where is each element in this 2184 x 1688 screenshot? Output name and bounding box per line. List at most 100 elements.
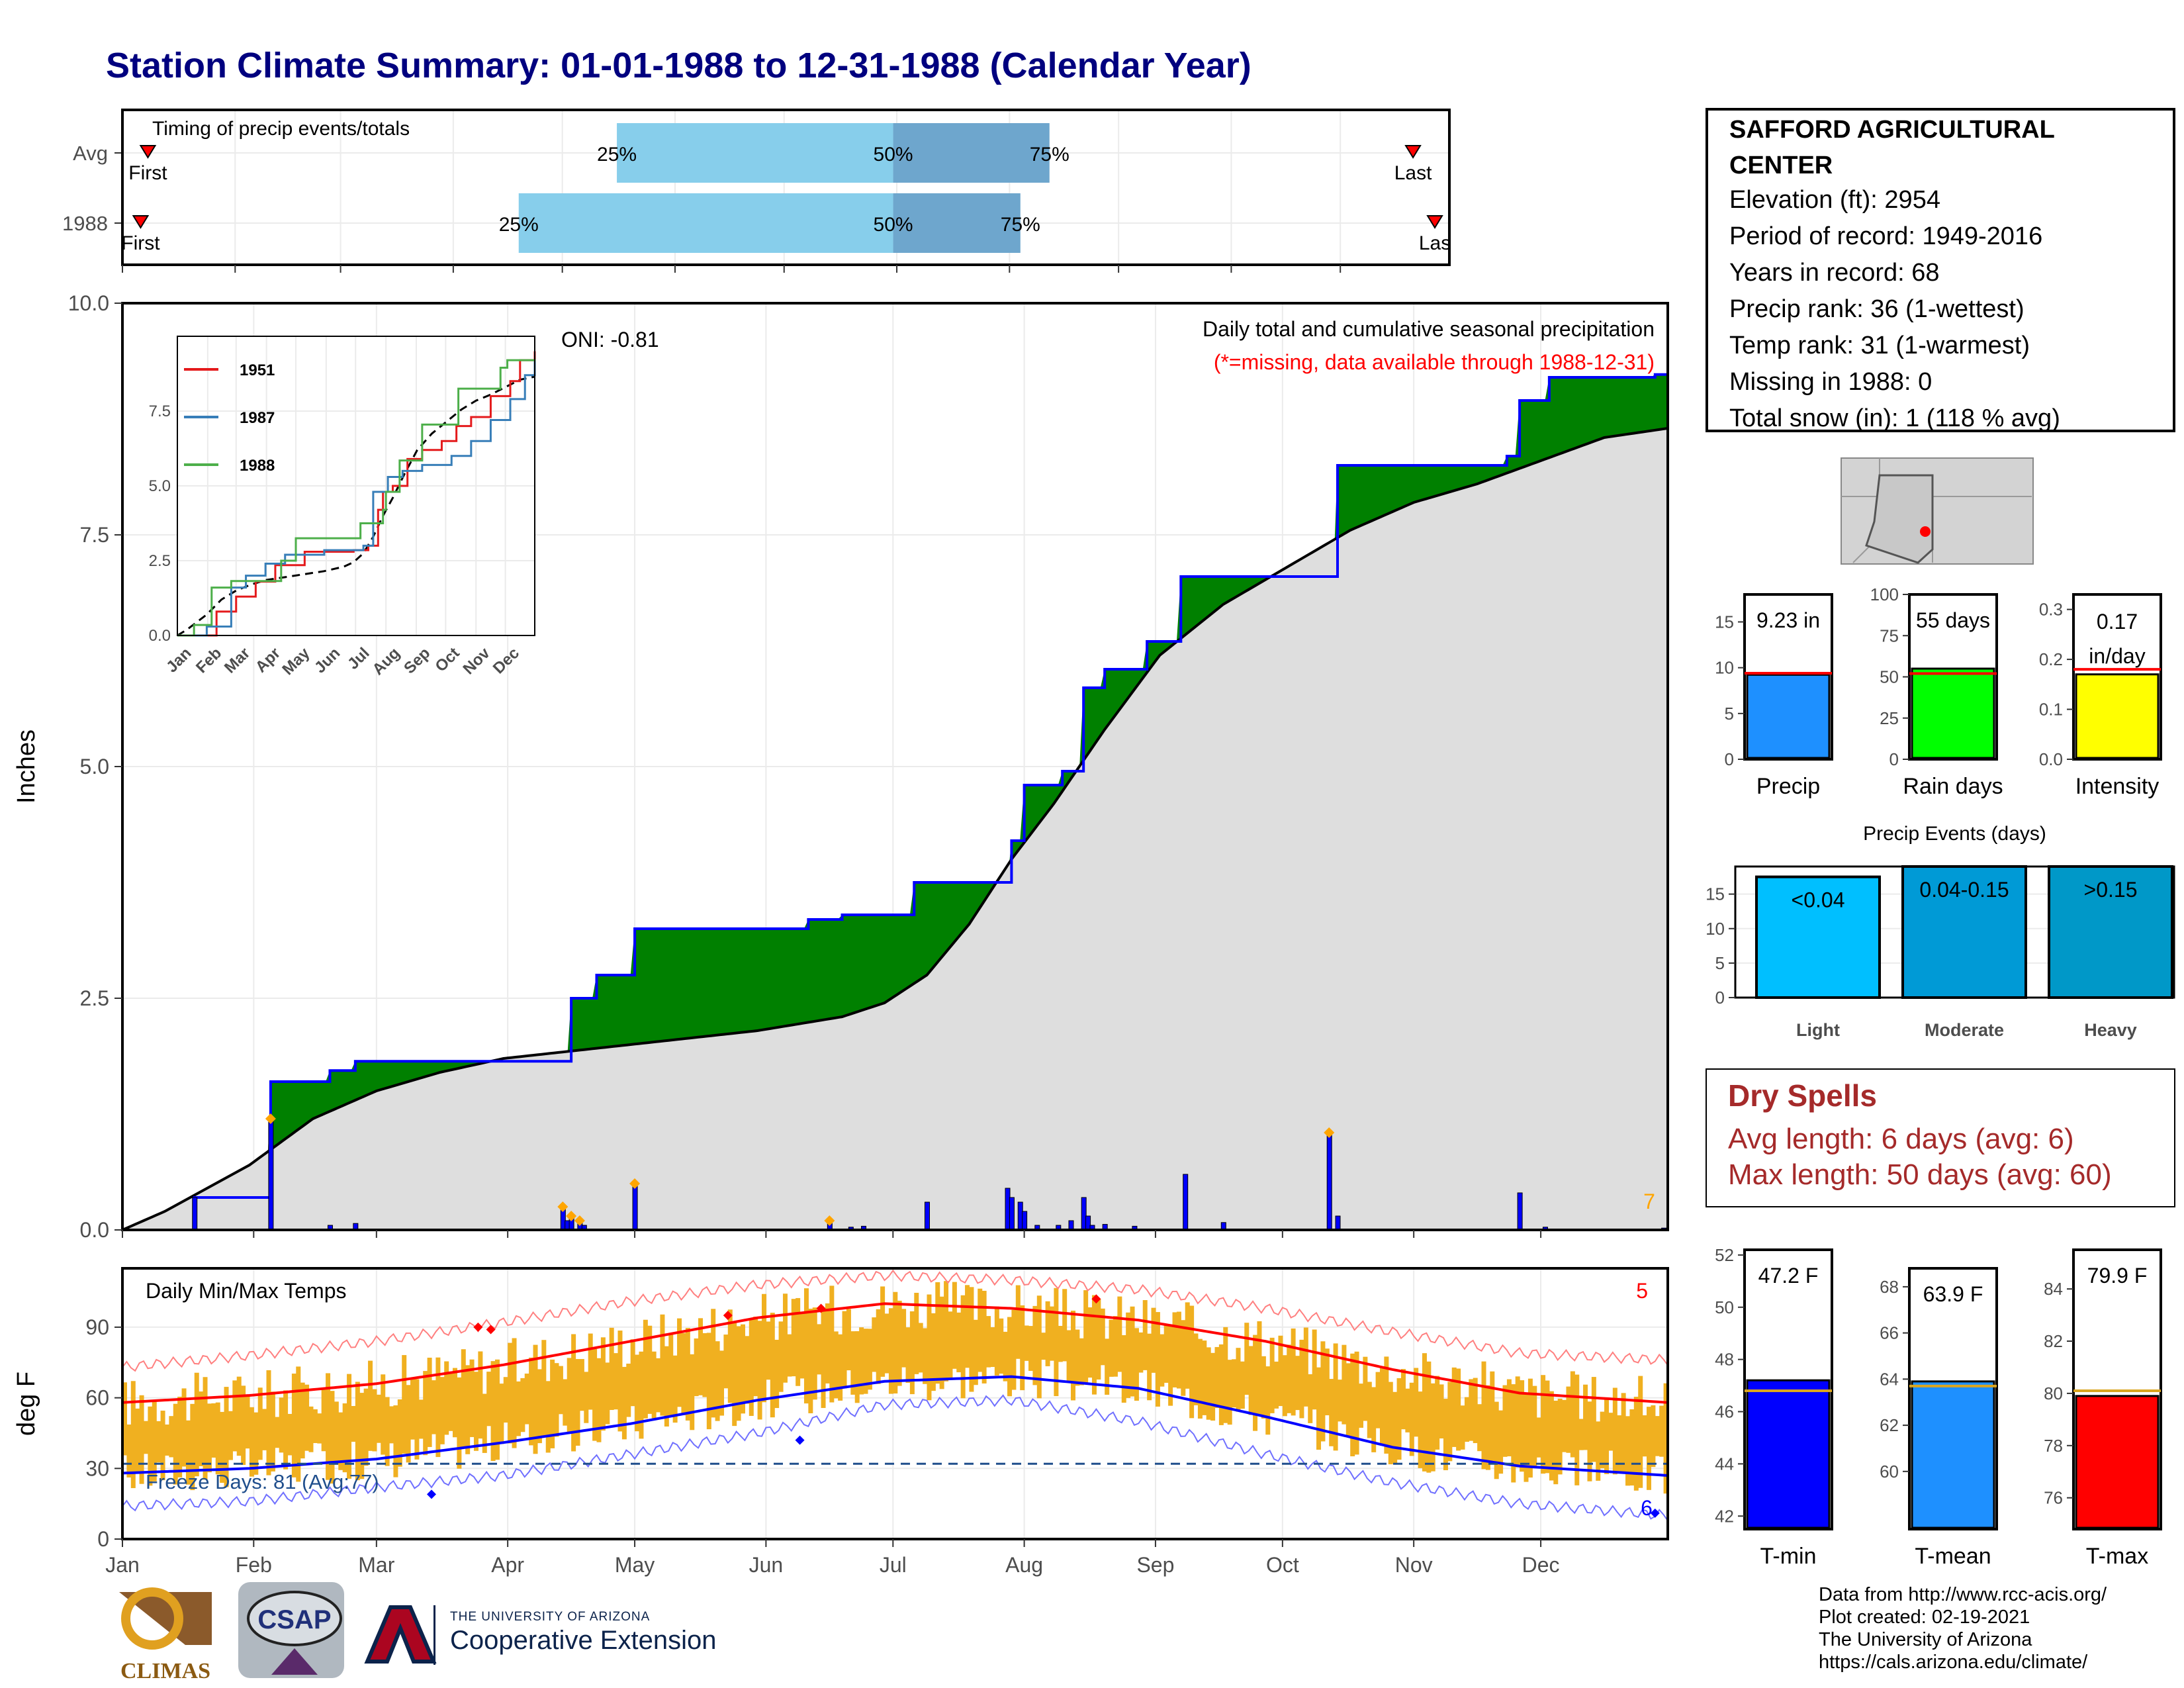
timing-first-label: First [128, 162, 167, 184]
summary-y-tick-label: 10 [1715, 658, 1734, 678]
temp-daily-range-bar [376, 1394, 381, 1443]
precip-daily-bar [268, 1118, 274, 1231]
temp-daily-range-bar [614, 1353, 619, 1410]
temp-daily-range-bar [372, 1389, 377, 1452]
temp-daily-range-bar [270, 1391, 275, 1472]
temp-daily-range-bar [308, 1406, 314, 1452]
temp-daily-range-bar [698, 1318, 704, 1395]
summary-bar-rain-days [1911, 667, 1995, 759]
temp-daily-range-bar [905, 1327, 911, 1383]
temp-daily-range-bar [1532, 1385, 1537, 1468]
temp-daily-range-bar [1617, 1415, 1622, 1473]
temp-daily-range-bar [503, 1377, 508, 1423]
temp-daily-range-bar [803, 1288, 809, 1404]
temp-daily-range-bar [1316, 1367, 1322, 1450]
summary-y-tick-label: 76 [2044, 1488, 2063, 1508]
precip-daily-bar [1326, 1132, 1332, 1231]
summary-y-tick-label: 25 [1880, 708, 1899, 728]
summary-label: T-mean [1915, 1544, 1991, 1569]
temp-daily-range-bar [342, 1403, 347, 1473]
summary-value-text: 79.9 F [2087, 1264, 2148, 1288]
station-temp-rank: Temp rank: 31 (1-warmest) [1729, 332, 2030, 359]
temp-daily-range-bar [355, 1382, 360, 1481]
temp-daily-range-bar [1633, 1397, 1639, 1491]
temp-daily-range-bar [626, 1363, 631, 1417]
summary-bar-t-min [1746, 1379, 1831, 1529]
temp-daily-range-bar [1189, 1305, 1195, 1419]
temp-daily-range-bar [203, 1377, 208, 1480]
precip-daily-bar [924, 1201, 930, 1231]
temp-daily-range-bar [266, 1370, 271, 1476]
temp-daily-range-bar [681, 1333, 686, 1415]
inset-legend-label: 1951 [240, 361, 275, 379]
temp-daily-range-bar [1621, 1393, 1626, 1473]
temp-daily-range-bar [1566, 1386, 1571, 1453]
temp-daily-range-bar [1032, 1305, 1038, 1385]
temp-daily-range-bar [499, 1383, 504, 1444]
temp-daily-range-bar [533, 1344, 538, 1454]
temp-daily-range-bar [766, 1321, 771, 1380]
summary-y-tick-label: 5 [1725, 704, 1734, 724]
temp-daily-range-bar [952, 1282, 957, 1369]
temp-daily-range-bar [918, 1323, 923, 1373]
temp-daily-range-bar [512, 1338, 517, 1448]
temp-daily-range-bar [1075, 1329, 1080, 1386]
temp-daily-range-bar [948, 1311, 953, 1380]
timing-label-p25: 25% [499, 214, 539, 236]
temp-daily-range-bar [1083, 1290, 1089, 1383]
temp-daily-range-bar [389, 1406, 394, 1444]
inset-y-tick-label: 7.5 [149, 402, 171, 420]
temp-daily-range-bar [1227, 1360, 1232, 1425]
temp-daily-range-bar [1109, 1319, 1114, 1377]
temp-daily-range-bar [414, 1379, 420, 1460]
station-missing: Missing in 1988: 0 [1729, 368, 1933, 396]
temp-daily-range-bar [1278, 1335, 1283, 1407]
temp-daily-range-bar [139, 1395, 144, 1484]
temp-daily-range-bar [1629, 1409, 1635, 1486]
events-category-label: Moderate [1925, 1020, 2004, 1040]
temp-daily-range-bar [1562, 1399, 1567, 1452]
temp-daily-range-bar [711, 1309, 716, 1418]
temp-daily-range-bar [410, 1379, 416, 1440]
temp-daily-range-bar [880, 1286, 886, 1377]
temp-daily-range-bar [884, 1313, 889, 1374]
temp-daily-range-bar [1485, 1385, 1490, 1470]
temp-daily-range-bar [1447, 1382, 1453, 1462]
temp-daily-range-bar [761, 1293, 766, 1403]
temp-daily-range-bar [1248, 1346, 1253, 1415]
events-bar-moderate [1901, 865, 2027, 999]
temp-daily-range-bar [1320, 1341, 1326, 1442]
summary-y-tick-label: 0 [1725, 749, 1734, 769]
temp-daily-range-bar [1612, 1387, 1617, 1475]
summary-value-unit: in/day [2089, 644, 2145, 668]
temp-x-tick-label: May [615, 1553, 655, 1577]
temp-daily-range-bar [347, 1374, 352, 1479]
temp-record-min-line [122, 1394, 1668, 1521]
temp-daily-range-bar [660, 1314, 665, 1416]
precip-corner-label: 7 [1643, 1190, 1655, 1213]
temp-daily-range-bar [1253, 1335, 1258, 1431]
precip-record-marker [265, 1113, 276, 1124]
summary-y-tick-label: 50 [1880, 667, 1899, 687]
temp-daily-range-bar [190, 1403, 195, 1491]
temp-daily-range-bar [1345, 1363, 1351, 1437]
temp-daily-range-bar [782, 1293, 788, 1383]
temp-x-tick-label: Jul [880, 1553, 907, 1577]
temp-daily-range-bar [808, 1309, 813, 1413]
temp-daily-range-bar [1608, 1413, 1614, 1451]
station-info-panel: SAFFORD AGRICULTURAL CENTER Elevation (f… [1706, 108, 2175, 432]
summary-y-tick-label: 60 [1880, 1462, 1899, 1481]
timing-first-marker [139, 145, 157, 159]
summary-bar-t-mean [1911, 1380, 1995, 1529]
precip-avg-line [122, 427, 1668, 1231]
temp-daily-range-bar [745, 1336, 750, 1404]
temp-daily-range-bar [668, 1334, 674, 1416]
temp-daily-range-bar [969, 1287, 974, 1392]
temp-daily-range-bar [199, 1391, 204, 1466]
temp-daily-range-bar [1583, 1384, 1588, 1450]
temp-daily-range-bar [444, 1361, 449, 1435]
precip-y-axis-label: Inches [13, 729, 40, 804]
temp-daily-range-bar [241, 1385, 246, 1465]
temp-record-high-marker [473, 1322, 483, 1332]
temp-daily-range-bar [169, 1416, 174, 1458]
